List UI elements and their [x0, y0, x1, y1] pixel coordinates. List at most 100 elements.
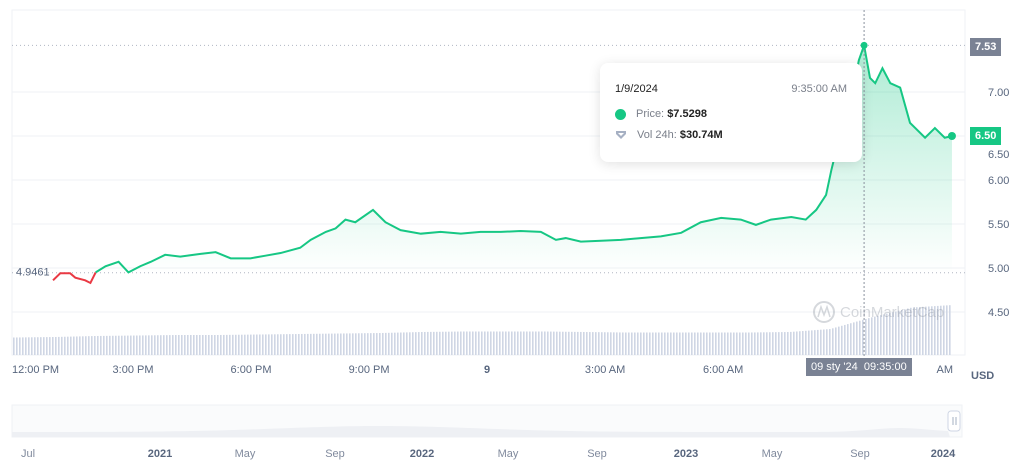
volume-bar: [922, 306, 924, 355]
volume-bar: [472, 331, 474, 355]
volume-bar: [940, 305, 942, 355]
volume-bar: [565, 331, 567, 355]
volume-bar: [820, 329, 822, 355]
volume-bar: [655, 332, 657, 355]
plot-frame: [11, 9, 966, 356]
volume-bar: [796, 331, 798, 355]
volume-bar: [691, 332, 693, 355]
volume-bar: [883, 314, 885, 355]
volume-bar: [799, 331, 801, 355]
volume-bar: [91, 336, 93, 355]
tooltip: 1/9/2024 9:35:00 AM Price: $7.5298 Vol 2…: [600, 63, 862, 162]
volume-bar: [196, 335, 198, 355]
volume-bar: [163, 335, 165, 355]
watermark-text: CoinMarketCap: [840, 304, 944, 321]
volume-bar: [457, 331, 459, 355]
volume-bar: [433, 331, 435, 355]
volume-bar: [334, 333, 336, 355]
volume-bar: [223, 334, 225, 355]
volume-bar: [580, 331, 582, 355]
volume-bar: [817, 329, 819, 355]
volume-bar: [151, 335, 153, 355]
volume-bar: [412, 332, 414, 355]
navigator-handle[interactable]: [947, 410, 961, 432]
volume-bar: [679, 332, 681, 355]
volume-bar: [232, 334, 234, 355]
volume-bar: [802, 331, 804, 355]
volume-bar: [892, 312, 894, 355]
volume-bar: [58, 336, 60, 355]
volume-bar: [169, 335, 171, 355]
volume-bar: [307, 333, 309, 355]
volume-bar: [790, 331, 792, 355]
volume-bar: [178, 335, 180, 355]
volume-bar: [385, 332, 387, 355]
volume-bar: [283, 334, 285, 355]
volume-bar: [844, 324, 846, 355]
volume-bar: [934, 306, 936, 355]
volume-bar: [628, 332, 630, 355]
hover-point: [860, 41, 868, 49]
volume-bar: [406, 332, 408, 355]
volume-bar: [916, 307, 918, 355]
volume-bar: [28, 337, 30, 355]
x-tick-label: AM: [937, 364, 954, 376]
baseline-label: 4.9461: [16, 267, 50, 279]
volume-bar: [358, 333, 360, 355]
volume-bar: [424, 331, 426, 355]
volume-bar: [946, 305, 948, 355]
volume-bar: [658, 332, 660, 355]
volume-bar: [685, 332, 687, 355]
volume-bar: [241, 334, 243, 355]
volume-bar: [208, 335, 210, 355]
volume-bar: [766, 332, 768, 355]
volume-bar: [454, 331, 456, 355]
volume-bar: [748, 332, 750, 355]
volume-bar: [94, 336, 96, 355]
volume-bar: [559, 331, 561, 355]
crosshair-date: 09 sty '24: [811, 361, 858, 373]
volume-bar: [574, 331, 576, 355]
volume-bar: [403, 332, 405, 355]
volume-bar: [64, 336, 66, 355]
navigator-area: [12, 426, 950, 437]
volume-bar: [601, 332, 603, 355]
navigator-label: May: [498, 448, 519, 460]
volume-bar: [499, 331, 501, 355]
volume-bar: [508, 331, 510, 355]
volume-bar: [247, 334, 249, 355]
volume-bar: [490, 331, 492, 355]
volume-bar: [619, 332, 621, 355]
volume-bar: [901, 309, 903, 355]
volume-bar: [880, 315, 882, 355]
coinmarketcap-logo-icon: [813, 301, 835, 323]
high-price-tag: 7.53: [970, 38, 1002, 56]
volume-bar: [697, 332, 699, 355]
volume-bar: [205, 335, 207, 355]
volume-bar: [625, 332, 627, 355]
volume-bar: [445, 331, 447, 355]
volume-bar: [703, 332, 705, 355]
volume-bar: [484, 331, 486, 355]
volume-bar: [469, 331, 471, 355]
volume-bar: [481, 331, 483, 355]
volume-bar: [889, 312, 891, 355]
volume-bar: [121, 335, 123, 355]
navigator-label: May: [235, 448, 256, 460]
volume-bar: [805, 330, 807, 355]
volume-bar: [919, 307, 921, 355]
volume-bar: [349, 333, 351, 355]
volume-bar: [394, 332, 396, 355]
volume-bar: [496, 331, 498, 355]
volume-bar: [451, 331, 453, 355]
volume-bar: [112, 335, 114, 355]
volume-bar: [778, 332, 780, 355]
navigator-label: 2022: [410, 448, 434, 460]
volume-bar: [649, 332, 651, 355]
navigator-label: 2024: [931, 448, 956, 460]
volume-bar: [487, 331, 489, 355]
volume-bar: [301, 333, 303, 355]
volume-bar: [52, 337, 54, 355]
volume-bar: [409, 332, 411, 355]
